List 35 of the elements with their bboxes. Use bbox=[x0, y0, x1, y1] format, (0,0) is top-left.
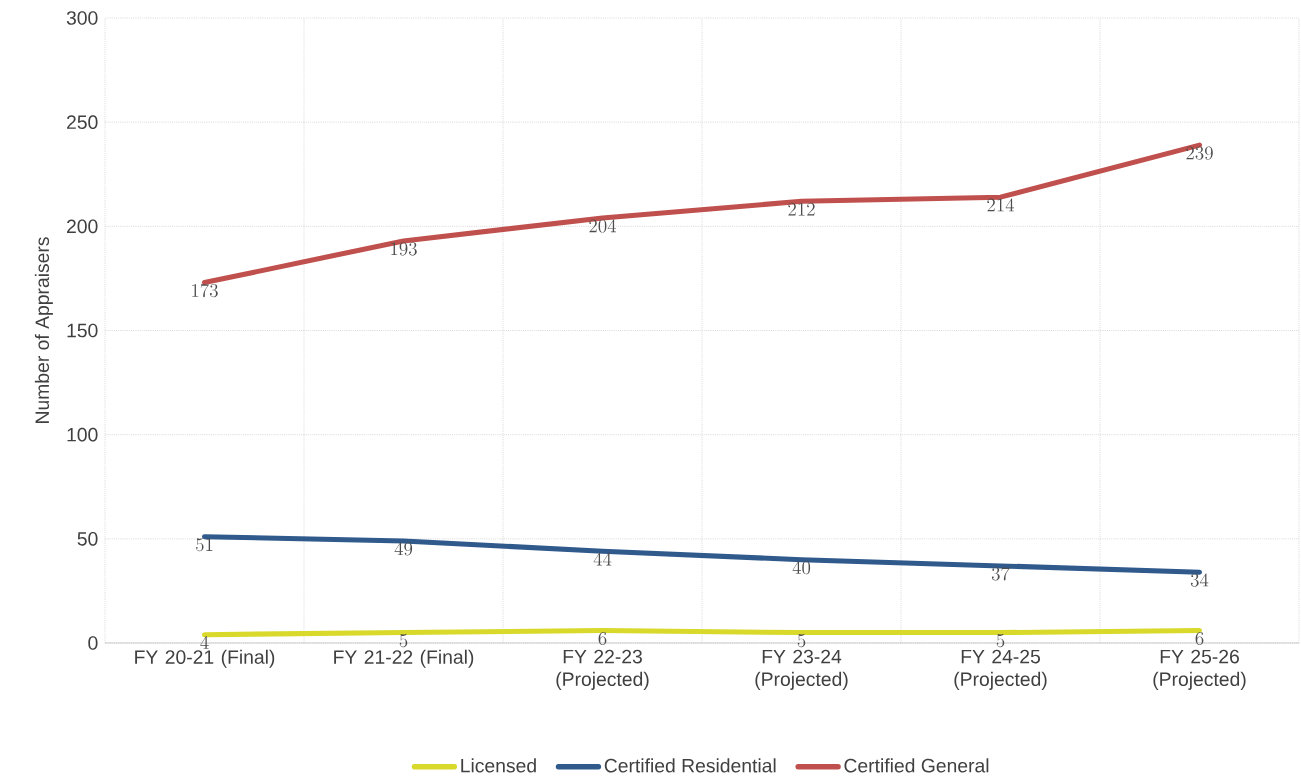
x-tick-label: FY 22-23 (Projected) bbox=[556, 649, 649, 691]
legend-label: Certified Residential bbox=[604, 758, 776, 773]
data-label: 34 bbox=[1190, 573, 1209, 587]
data-label: 239 bbox=[1186, 146, 1213, 160]
data-label: 5 bbox=[399, 634, 408, 648]
data-label: 5 bbox=[797, 634, 806, 648]
y-tick-label: 0 bbox=[88, 636, 98, 651]
y-tick-label: 150 bbox=[67, 323, 98, 338]
x-tick-label: FY 21-22 (Final) bbox=[334, 649, 474, 668]
data-label: 49 bbox=[394, 542, 413, 556]
y-tick-label: 50 bbox=[77, 532, 98, 546]
data-label: 40 bbox=[792, 561, 811, 575]
y-tick-label: 200 bbox=[67, 219, 98, 234]
legend-label: Licensed bbox=[461, 758, 536, 773]
y-axis-title: Number of Appraisers bbox=[34, 237, 53, 424]
x-tick-label: FY 24-25 (Projected) bbox=[954, 649, 1047, 691]
data-label: 37 bbox=[991, 567, 1010, 581]
data-label: 5 bbox=[996, 634, 1005, 648]
y-tick-label: 300 bbox=[66, 11, 98, 26]
data-label: 51 bbox=[196, 538, 213, 552]
x-tick-label: FY 20-21 (Final) bbox=[135, 649, 275, 668]
data-label: 6 bbox=[1195, 632, 1204, 646]
y-tick-label: 100 bbox=[67, 428, 98, 442]
y-tick-label: 250 bbox=[67, 115, 98, 130]
x-tick-label: FY 23-24 (Projected) bbox=[755, 649, 848, 691]
data-label: 204 bbox=[589, 219, 617, 233]
data-label: 44 bbox=[593, 552, 612, 566]
data-label: 6 bbox=[598, 632, 607, 646]
data-label: 173 bbox=[192, 284, 218, 298]
legend-label: Certified General bbox=[844, 758, 989, 773]
data-label: 193 bbox=[391, 242, 417, 256]
data-label: 214 bbox=[987, 198, 1015, 212]
data-label: 212 bbox=[788, 203, 815, 216]
x-tick-label: FY 25-26 (Projected) bbox=[1153, 649, 1246, 691]
data-label: 4 bbox=[200, 636, 209, 650]
